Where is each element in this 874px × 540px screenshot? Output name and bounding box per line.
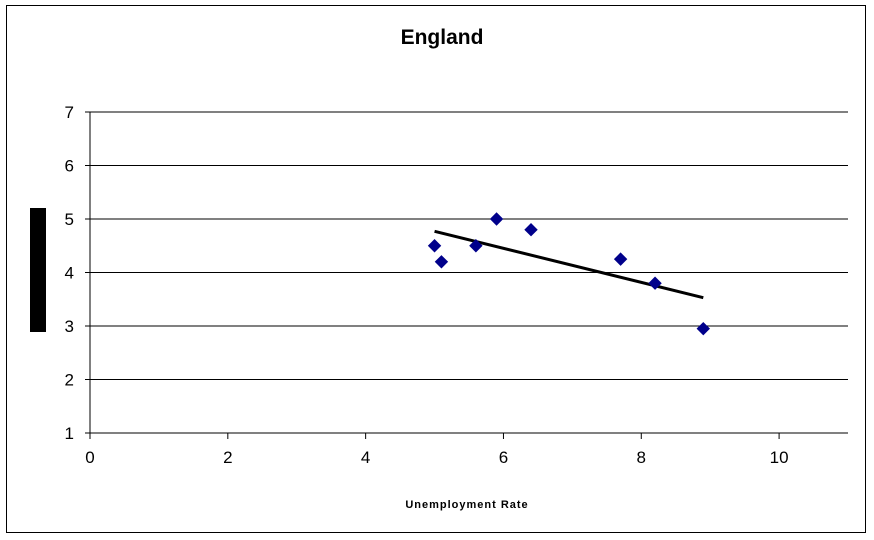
data-point: [613, 252, 628, 266]
y-tick-label: 5: [65, 210, 74, 229]
trendline: [434, 229, 704, 300]
chart-title: England: [401, 26, 484, 49]
y-tick-label: 1: [65, 424, 74, 443]
data-point: [427, 239, 442, 253]
chart-frame: [6, 5, 866, 533]
y-axis-ticks: 1 2 3 4 5 6 7: [65, 103, 90, 443]
grid: [90, 111, 848, 380]
data-point: [469, 239, 483, 253]
data-point: [489, 212, 504, 226]
y-tick-label: 3: [65, 317, 74, 336]
y-tick-label: 7: [65, 103, 74, 122]
data-point: [648, 276, 662, 290]
data-points: [427, 212, 710, 336]
trendline-group: [434, 229, 704, 300]
data-point: [434, 255, 449, 269]
x-axis-label: Unemployment Rate: [405, 499, 528, 511]
x-tick-label: 6: [499, 448, 508, 467]
y-tick-label: 4: [65, 264, 74, 283]
x-tick-label: 4: [361, 448, 370, 467]
data-point: [524, 222, 538, 237]
x-tick-label: 8: [637, 448, 646, 467]
y-tick-label: 2: [65, 371, 74, 390]
y-tick-label: 6: [65, 157, 74, 176]
x-tick-label: 10: [770, 448, 789, 467]
x-tick-label: 0: [85, 448, 94, 467]
data-point: [696, 321, 710, 336]
x-tick-label: 2: [223, 448, 232, 467]
redaction-bar: [30, 208, 46, 332]
x-axis-ticks: 0 2 4 6 8 10: [85, 433, 789, 467]
